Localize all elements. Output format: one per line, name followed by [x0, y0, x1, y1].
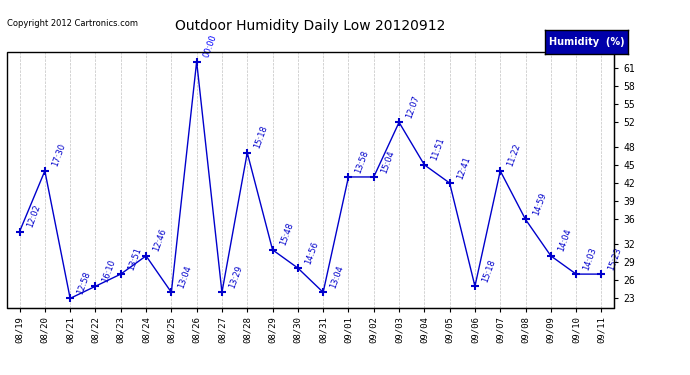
Text: 11:22: 11:22 [506, 143, 522, 168]
Text: 11:51: 11:51 [430, 136, 446, 162]
Text: 12:02: 12:02 [25, 203, 41, 229]
Text: 12:41: 12:41 [455, 155, 472, 180]
Text: 14:03: 14:03 [582, 246, 598, 272]
Text: 13:29: 13:29 [228, 264, 244, 290]
Text: 15:04: 15:04 [380, 149, 396, 174]
Text: 15:18: 15:18 [253, 124, 269, 150]
Text: 15:23: 15:23 [607, 246, 624, 272]
Text: 15:18: 15:18 [480, 258, 497, 284]
Text: 12:46: 12:46 [152, 228, 168, 253]
Text: 16:10: 16:10 [101, 258, 117, 284]
Text: 13:58: 13:58 [354, 148, 371, 174]
Text: 13:04: 13:04 [177, 264, 193, 290]
Text: Humidity  (%): Humidity (%) [549, 37, 624, 47]
Text: 13:04: 13:04 [328, 264, 345, 290]
Text: 13:51: 13:51 [126, 246, 143, 272]
Text: 15:48: 15:48 [278, 222, 295, 247]
Text: 14:04: 14:04 [556, 228, 573, 253]
Text: 00:00: 00:00 [202, 33, 219, 59]
Text: 12:58: 12:58 [76, 270, 92, 296]
Text: Outdoor Humidity Daily Low 20120912: Outdoor Humidity Daily Low 20120912 [175, 19, 446, 33]
Text: 14:56: 14:56 [304, 240, 320, 265]
Text: 14:59: 14:59 [531, 191, 548, 217]
Text: Copyright 2012 Cartronics.com: Copyright 2012 Cartronics.com [7, 19, 138, 28]
Text: 17:30: 17:30 [50, 142, 67, 168]
Text: 12:07: 12:07 [404, 94, 421, 120]
